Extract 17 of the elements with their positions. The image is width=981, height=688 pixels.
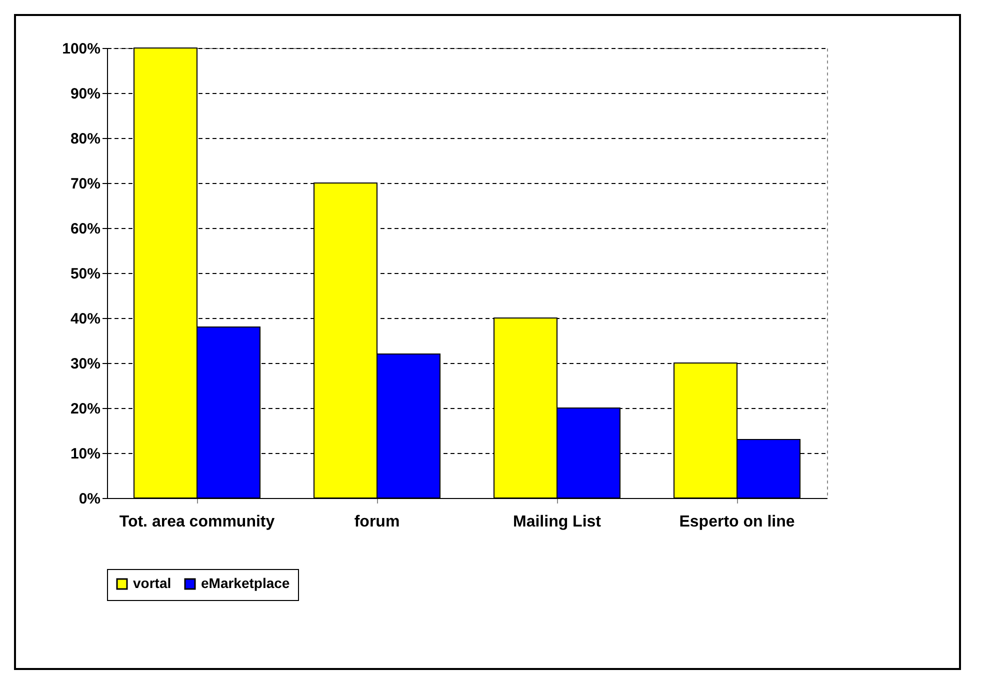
legend-label: eMarketplace — [201, 575, 290, 591]
y-tick-label: 90% — [70, 86, 100, 102]
y-tick-label: 80% — [70, 130, 100, 148]
x-tick-label: forum — [354, 514, 400, 530]
x-tick-label: Esperto on line — [679, 514, 795, 530]
y-tick-label: 40% — [70, 310, 100, 328]
y-tick-label: 50% — [70, 266, 100, 282]
y-tick-label: 30% — [70, 356, 100, 372]
y-tick-label: 0% — [78, 490, 100, 508]
y-tick-label: 60% — [70, 220, 100, 238]
y-tick-label: 10% — [70, 446, 100, 462]
y-tick-label: 100% — [62, 40, 100, 58]
x-tick-label: Tot. area community — [119, 514, 275, 530]
x-tick-label: Mailing List — [513, 514, 602, 530]
y-tick-label: 70% — [70, 176, 100, 192]
y-tick-label: 20% — [70, 400, 100, 418]
legend-label: vortal — [133, 575, 172, 591]
